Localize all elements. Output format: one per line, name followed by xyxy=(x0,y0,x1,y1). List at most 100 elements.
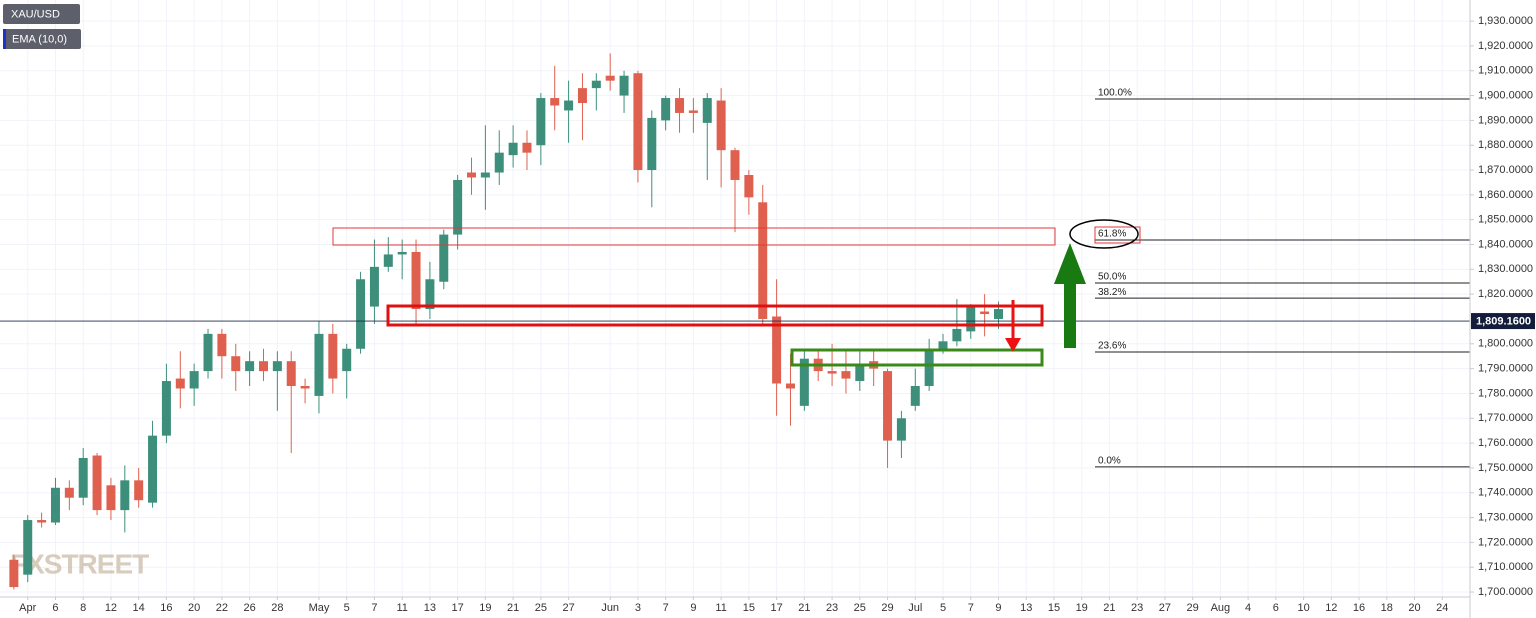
candle-body xyxy=(439,234,449,282)
candle-body xyxy=(980,311,990,315)
fib-label: 38.2% xyxy=(1098,287,1126,298)
candle-body xyxy=(383,254,393,267)
x-tick-label: 23 xyxy=(826,602,838,614)
x-tick-label: 3 xyxy=(635,602,641,614)
candle-body xyxy=(966,306,976,332)
x-tick-label: Apr xyxy=(19,602,36,614)
candle-body xyxy=(425,279,435,310)
y-tick-label: 1,820.0000 xyxy=(1478,288,1533,300)
plot: 100.0% 61.8% 50.0% 38.2% 23.6% 0.0% xyxy=(0,53,1470,590)
candle-body xyxy=(148,435,158,503)
fib-label: 23.6% xyxy=(1098,341,1126,352)
y-tick-label: 1,800.0000 xyxy=(1478,338,1533,350)
x-tick-label: 6 xyxy=(52,602,58,614)
x-tick-label: 14 xyxy=(133,602,145,614)
candle-body xyxy=(536,98,546,146)
y-tick-label: 1,750.0000 xyxy=(1478,462,1533,474)
candle-body xyxy=(314,333,324,396)
y-tick-label: 1,850.0000 xyxy=(1478,214,1533,226)
candle-body xyxy=(272,361,282,372)
x-tick-label: 20 xyxy=(188,602,200,614)
candle-body xyxy=(286,361,296,387)
candle-body xyxy=(258,361,268,372)
candle-body xyxy=(342,348,352,372)
y-tick-label: 1,860.0000 xyxy=(1478,189,1533,201)
x-tick-label: 24 xyxy=(1436,602,1448,614)
y-tick-label: 1,840.0000 xyxy=(1478,238,1533,250)
candle-body xyxy=(841,371,851,379)
candle-body xyxy=(785,383,795,389)
fib-label: 61.8% xyxy=(1098,229,1126,240)
candle-body xyxy=(50,487,60,523)
candle-body xyxy=(120,480,130,511)
candle-body xyxy=(855,363,865,382)
candle-body xyxy=(37,520,47,523)
x-tick-label: 12 xyxy=(1325,602,1337,614)
x-tick-label: Jun xyxy=(601,602,619,614)
y-tick-label: 1,710.0000 xyxy=(1478,561,1533,573)
x-tick-label: 27 xyxy=(1159,602,1171,614)
candle-body xyxy=(605,75,615,81)
y-tick-label: 1,930.0000 xyxy=(1478,15,1533,27)
arrow-up-head xyxy=(1054,243,1086,284)
x-tick-label: 25 xyxy=(535,602,547,614)
candle-body xyxy=(730,150,740,180)
x-tick-label: 16 xyxy=(1353,602,1365,614)
x-tick-label: 23 xyxy=(1131,602,1143,614)
fib-highlight xyxy=(1094,226,1141,244)
fib-label: 100.0% xyxy=(1098,88,1132,99)
x-tick-label: 25 xyxy=(854,602,866,614)
support-box xyxy=(790,348,1044,367)
x-tick-label: 17 xyxy=(770,602,782,614)
x-tick-label: 28 xyxy=(271,602,283,614)
candle-body xyxy=(993,309,1003,319)
y-tick-label: 1,770.0000 xyxy=(1478,412,1533,424)
candle-body xyxy=(550,98,560,106)
x-tick-label: 16 xyxy=(160,602,172,614)
candle-body xyxy=(799,358,809,406)
x-tick-label: 21 xyxy=(507,602,519,614)
candle-body xyxy=(23,520,33,575)
y-tick-label: 1,700.0000 xyxy=(1478,586,1533,598)
candle-body xyxy=(647,117,657,171)
candle-body xyxy=(522,142,532,153)
indicator-box xyxy=(3,29,81,49)
candle-body xyxy=(619,75,629,96)
candle-body xyxy=(203,333,213,372)
x-tick-label: 15 xyxy=(1048,602,1060,614)
x-tick-label: Aug xyxy=(1211,602,1231,614)
candle-body xyxy=(245,361,255,372)
y-tick-label: 1,920.0000 xyxy=(1478,40,1533,52)
last-price-box xyxy=(1471,313,1535,330)
y-tick-label: 1,880.0000 xyxy=(1478,139,1533,151)
x-tick-label: 9 xyxy=(690,602,696,614)
candle-body xyxy=(827,371,837,374)
circle-marker xyxy=(1069,219,1139,249)
candle-body xyxy=(231,356,241,372)
x-tick-label: 20 xyxy=(1408,602,1420,614)
candle-body xyxy=(453,179,463,235)
x-tick-label: 13 xyxy=(1020,602,1032,614)
drawings xyxy=(332,219,1141,367)
candle-body xyxy=(161,381,171,436)
x-tick-label: 19 xyxy=(479,602,491,614)
x-tick-label: 5 xyxy=(940,602,946,614)
candle-body xyxy=(328,333,338,379)
candle-body xyxy=(702,98,712,123)
candle-body xyxy=(564,100,574,111)
resistance-box xyxy=(386,304,1044,327)
candle-body xyxy=(9,559,19,588)
y-tick-label: 1,790.0000 xyxy=(1478,363,1533,375)
candle-body xyxy=(896,418,906,441)
candle-body xyxy=(92,455,102,511)
candle-body xyxy=(106,485,116,511)
candle-body xyxy=(675,98,685,113)
candle-body xyxy=(356,279,366,349)
candle-body xyxy=(508,142,518,156)
candle-body xyxy=(175,378,185,389)
fib-label: 50.0% xyxy=(1098,272,1126,283)
indicator-swatch xyxy=(3,29,6,49)
indicator-label: EMA (10,0) xyxy=(12,33,67,45)
arrow-up xyxy=(1064,282,1076,348)
